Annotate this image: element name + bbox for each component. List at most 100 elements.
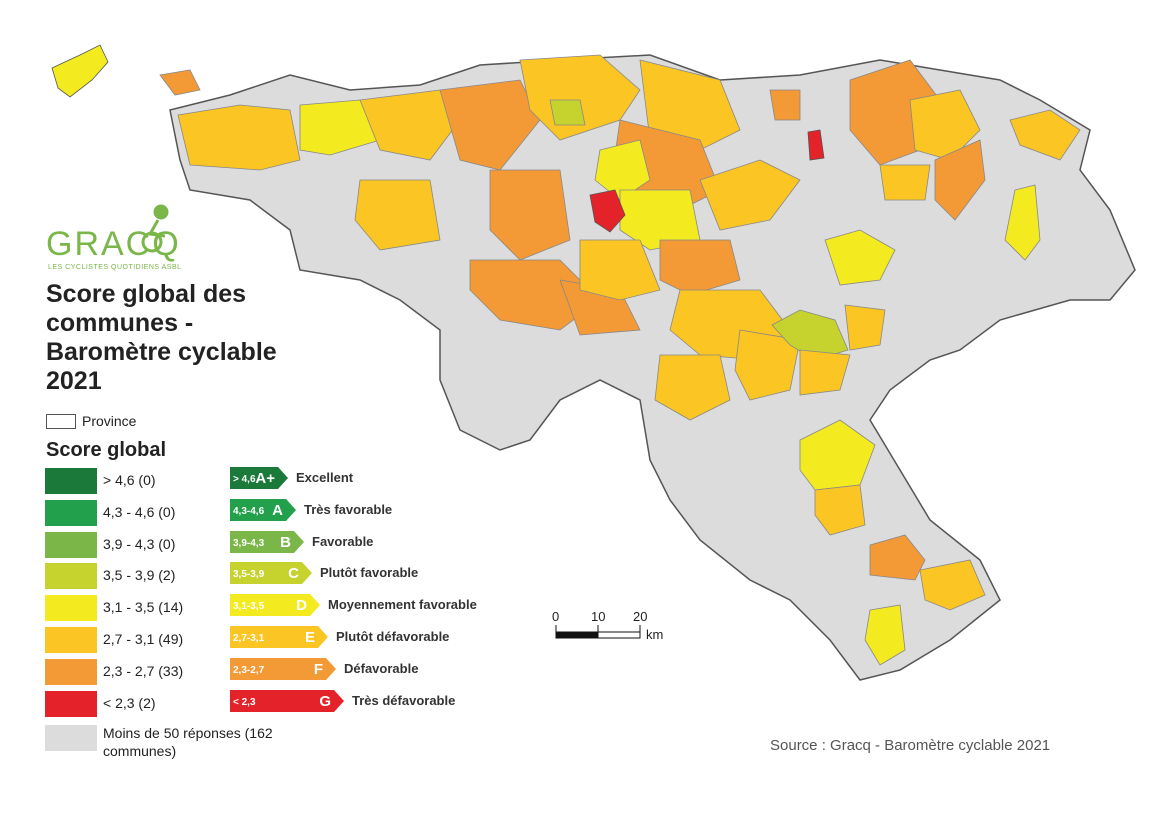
commune xyxy=(469,259,601,331)
province-swatch xyxy=(46,414,76,429)
badge-shape xyxy=(230,498,296,521)
commune xyxy=(824,229,896,286)
communes xyxy=(51,44,1136,681)
badge-grade: B xyxy=(280,534,291,551)
badge-shape xyxy=(230,530,304,553)
badge-description: Plutôt défavorable xyxy=(336,629,450,644)
commune xyxy=(919,559,986,611)
legend-swatch xyxy=(45,627,97,653)
legend-label: > 4,6 (0) xyxy=(103,472,156,488)
logo-name: GRACQ xyxy=(46,225,181,263)
scale-tick: 20 xyxy=(633,609,648,624)
legend-swatch xyxy=(45,563,97,590)
enclave xyxy=(51,44,109,98)
commune xyxy=(549,99,586,126)
commune xyxy=(177,104,301,171)
commune xyxy=(579,239,661,301)
legend-swatch xyxy=(45,499,97,526)
commune xyxy=(771,309,849,361)
grade-badge: 4,3-4,6 A xyxy=(230,498,296,521)
commune xyxy=(864,604,906,666)
badge-range: 2,7-3,1 xyxy=(233,633,265,644)
grade-badge: 3,1-3,5 D xyxy=(230,594,320,617)
commune xyxy=(799,349,851,396)
commune xyxy=(589,189,626,233)
commune xyxy=(439,79,541,171)
badge-shape xyxy=(230,626,328,648)
badge-grade: D xyxy=(296,597,307,614)
grade-badge: > 4,6 A+ xyxy=(230,467,288,489)
legend-swatch xyxy=(45,725,97,751)
legend-label: 3,5 - 3,9 (2) xyxy=(103,567,176,584)
legend-swatch xyxy=(45,690,97,717)
commune xyxy=(489,169,571,261)
commune xyxy=(159,69,201,96)
badge-range: 2,3-2,7 xyxy=(233,665,265,676)
badge-shape xyxy=(230,562,312,585)
scale-tick: 0 xyxy=(552,609,560,624)
badge-description: Défavorable xyxy=(344,660,419,676)
grade-badge: 2,7-3,1 E xyxy=(230,626,328,648)
badge-description: Plutôt favorable xyxy=(320,565,419,581)
badge-shape xyxy=(230,689,344,712)
badge-range: 4,3-4,6 xyxy=(233,506,265,517)
badge-description: Moyennement favorable xyxy=(328,597,477,613)
legend-title: Score global xyxy=(46,439,167,461)
scale-tick: 10 xyxy=(591,609,606,624)
commune xyxy=(699,159,801,231)
grade-badge: 3,5-3,9 C xyxy=(230,562,312,585)
commune xyxy=(354,179,441,251)
badge-grade: F xyxy=(314,661,323,678)
legend-label: 4,3 - 4,6 (0) xyxy=(103,503,176,520)
commune xyxy=(807,129,825,161)
badge-shape xyxy=(230,594,320,617)
badge-grade: C xyxy=(288,565,299,582)
commune xyxy=(769,89,801,121)
commune xyxy=(359,89,461,161)
badge-range: < 2,3 xyxy=(233,697,256,708)
commune xyxy=(844,304,886,351)
badge-description: Excellent xyxy=(296,470,354,485)
legend-swatch xyxy=(45,658,97,685)
source: Source : Gracq - Baromètre cyclable 2021 xyxy=(770,737,1051,754)
badge-grade: E xyxy=(305,629,315,646)
badge-grade: G xyxy=(319,693,331,710)
legend-label: 2,3 - 2,7 (33) xyxy=(103,662,184,679)
badge-description: Favorable xyxy=(312,533,374,549)
badge-description: Très favorable xyxy=(304,501,393,517)
legend-label: Moins de 50 réponses (162 communes) xyxy=(103,725,273,759)
commune xyxy=(299,99,381,156)
grade-badge: < 2,3 G xyxy=(230,689,344,712)
badge-range: 3,5-3,9 xyxy=(233,569,265,580)
commune xyxy=(654,354,731,421)
legend-label: 3,9 - 4,3 (0) xyxy=(103,535,176,552)
legend-swatch xyxy=(45,468,97,494)
badge-grade: A xyxy=(272,502,283,519)
commune xyxy=(934,139,986,221)
legend-label: < 2,3 (2) xyxy=(103,694,156,711)
commune xyxy=(909,89,981,161)
province-label: Province xyxy=(82,413,137,429)
logo-cyclist xyxy=(141,204,169,253)
grade-badge: 2,3-2,7 F xyxy=(230,657,336,680)
legend-label: 2,7 - 3,1 (49) xyxy=(103,631,184,647)
grade-badge: 3,9-4,3 B xyxy=(230,530,304,553)
commune xyxy=(639,59,741,151)
scale-bar xyxy=(555,625,641,639)
commune xyxy=(814,484,866,536)
legend-swatch xyxy=(45,531,97,558)
scale-unit: km xyxy=(646,627,664,642)
map-title: Score global des communes - Baromètre cy… xyxy=(46,280,277,395)
badge-range: 3,1-3,5 xyxy=(233,601,265,612)
logo-tagline: LES CYCLISTES QUOTIDIENS ASBL xyxy=(48,264,182,271)
legend-swatch xyxy=(45,595,97,622)
legend-label: 3,1 - 3,5 (14) xyxy=(103,599,184,616)
badge-range: 3,9-4,3 xyxy=(233,538,265,549)
badge-shape xyxy=(230,467,288,489)
badge-grade: A+ xyxy=(255,470,275,487)
badge-range: > 4,6 xyxy=(233,474,256,485)
commune xyxy=(659,239,741,296)
